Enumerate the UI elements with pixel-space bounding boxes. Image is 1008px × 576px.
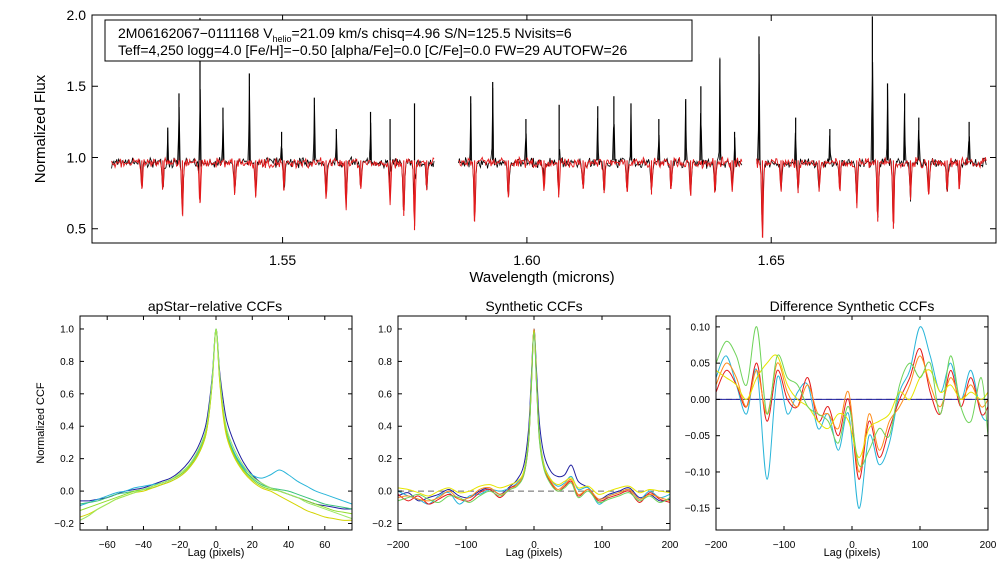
synthetic-ytick-label: 0.4 — [378, 422, 392, 433]
apstar-ytick-label: 0.2 — [60, 454, 74, 465]
difference-xtick-label: −100 — [773, 540, 796, 551]
synthetic-ytick-label: −0.2 — [372, 519, 392, 530]
difference-series-visit-2 — [716, 326, 988, 509]
synthetic-ticks: −200 −100 0 100 200 −0.2 0.0 0.2 0.4 0.6 0.8 1.0 — [372, 316, 679, 551]
synthetic-series-group — [398, 328, 670, 505]
synthetic-xtick-label: 100 — [594, 540, 611, 551]
apstar-xtick-label: 40 — [283, 540, 295, 551]
difference-ytick-label: 0.10 — [691, 322, 711, 333]
apstar-title: apStar−relative CCFs — [148, 298, 282, 314]
difference-ytick-label: −0.05 — [685, 431, 711, 442]
apstar-y-label: Normalized CCF — [35, 382, 47, 464]
difference-xtick-label: 100 — [912, 540, 929, 551]
difference-xtick-label: 0 — [849, 540, 855, 551]
header-vhelio-subscript: helio — [273, 34, 292, 44]
synthetic-series-visit-3 — [398, 330, 670, 505]
difference-title: Difference Synthetic CCFs — [770, 298, 935, 314]
synthetic-series-visit-6 — [398, 331, 670, 504]
spectrum-ticks: 1.55 1.60 1.65 0.5 1.0 1.5 2.0 — [67, 7, 996, 268]
difference-xtick-label: −200 — [705, 540, 728, 551]
apstar-x-label: Lag (pixels) — [188, 547, 245, 559]
difference-ytick-label: −0.15 — [685, 504, 711, 515]
spectrum-series-model — [111, 155, 987, 238]
header-info-box — [104, 19, 693, 62]
difference-x-label: Lag (pixels) — [824, 547, 881, 559]
spectrum-x-label: Wavelength (microns) — [469, 269, 614, 286]
apstar-series-visit-3 — [80, 330, 352, 510]
difference-ticks: −200 −100 0 100 200 −0.15 −0.10 −0.05 0.00 0.05 0.… — [685, 316, 997, 551]
spectrum-xtick-label: 1.65 — [758, 252, 785, 268]
spectrum-ytick-label: 0.5 — [67, 221, 87, 237]
apstar-ytick-label: 0.0 — [60, 487, 74, 498]
header-star-id: 2M06162067−0111168 V — [118, 25, 273, 41]
apstar-series-group — [80, 328, 352, 521]
difference-ytick-label: 0.00 — [691, 395, 711, 406]
spectrum-ytick-label: 1.5 — [67, 78, 87, 94]
synthetic-x-label: Lag (pixels) — [506, 547, 563, 559]
apstar-ticks: −60 −40 −20 0 20 40 60 −0.2 0.0 0.2 0.4 0.6 0.8 1.0 — [54, 316, 352, 551]
synthetic-ytick-label: 0.0 — [378, 487, 392, 498]
apstar-ytick-label: 0.4 — [60, 422, 74, 433]
synthetic-plot-area — [398, 328, 670, 505]
apstar-series-visit-6 — [80, 328, 352, 521]
spectrum-series-observed — [111, 54, 987, 225]
apstar-ytick-label: 0.6 — [60, 389, 74, 400]
difference-ytick-label: −0.10 — [685, 467, 711, 478]
apstar-xtick-label: −60 — [99, 540, 116, 551]
header-line-1: 2M06162067−0111168 Vhelio=21.09 km/s chi… — [118, 25, 572, 44]
difference-series-visit-6 — [716, 326, 988, 467]
apstar-ytick-label: −0.2 — [54, 519, 74, 530]
synthetic-series-visit-1 — [398, 328, 670, 502]
synthetic-xtick-label: 200 — [662, 540, 679, 551]
apstar-ccf-panel: apStar−relative CCFs −60 −40 −20 0 20 40 60 −0.… — [35, 298, 353, 559]
synthetic-series-visit-2 — [398, 330, 670, 505]
synthetic-xtick-label: −100 — [455, 540, 478, 551]
apstar-xtick-label: 0 — [213, 540, 219, 551]
apstar-xtick-label: 20 — [247, 540, 259, 551]
synthetic-ytick-label: 0.2 — [378, 454, 392, 465]
spectrum-xtick-label: 1.60 — [513, 252, 540, 268]
difference-xtick-label: 200 — [980, 540, 997, 551]
header-line-2: Teff=4,250 logg=4.0 [Fe/H]=−0.50 [alpha/… — [118, 42, 627, 58]
spectrum-panel: 1.55 1.60 1.65 0.5 1.0 1.5 2.0 Wavelength (mic… — [32, 7, 997, 286]
synthetic-xtick-label: −200 — [387, 540, 410, 551]
difference-plot-area — [716, 326, 988, 509]
synthetic-ccf-panel: Synthetic CCFs −200 −100 0 100 200 −0.2 0.0 0.2… — [372, 298, 679, 559]
apstar-xtick-label: −40 — [135, 540, 152, 551]
apstar-series-visit-2 — [80, 328, 352, 507]
apstar-series-visit-1 — [80, 328, 352, 510]
spectrum-plot-area — [111, 16, 987, 238]
difference-ccf-panel: Difference Synthetic CCFs −200 −100 0 100 20… — [685, 298, 997, 559]
spectrum-y-label: Normalized Flux — [32, 74, 49, 183]
difference-series-group — [716, 326, 988, 509]
spectrum-ytick-label: 1.0 — [67, 149, 87, 165]
apstar-ytick-label: 0.8 — [60, 357, 74, 368]
synthetic-ytick-label: 0.8 — [378, 357, 392, 368]
spectrum-xtick-label: 1.55 — [269, 252, 296, 268]
synthetic-title: Synthetic CCFs — [485, 298, 582, 314]
apstar-ytick-label: 1.0 — [60, 324, 74, 335]
synthetic-xtick-label: 0 — [531, 540, 537, 551]
header-stats: =21.09 km/s chisq=4.96 S/N=125.5 Nvisits… — [292, 25, 572, 41]
apstar-xtick-label: 60 — [319, 540, 331, 551]
synthetic-series-visit-4 — [398, 328, 670, 502]
synthetic-ytick-label: 1.0 — [378, 324, 392, 335]
apstar-series-visit-4 — [80, 328, 352, 515]
apstar-plot-area — [80, 328, 352, 521]
spectrum-ytick-label: 2.0 — [67, 7, 87, 23]
difference-ytick-label: 0.05 — [691, 359, 711, 370]
apstar-xtick-label: −20 — [171, 540, 188, 551]
spectrum-axes-frame — [91, 14, 997, 244]
synthetic-series-visit-5 — [398, 330, 670, 497]
synthetic-ytick-label: 0.6 — [378, 389, 392, 400]
